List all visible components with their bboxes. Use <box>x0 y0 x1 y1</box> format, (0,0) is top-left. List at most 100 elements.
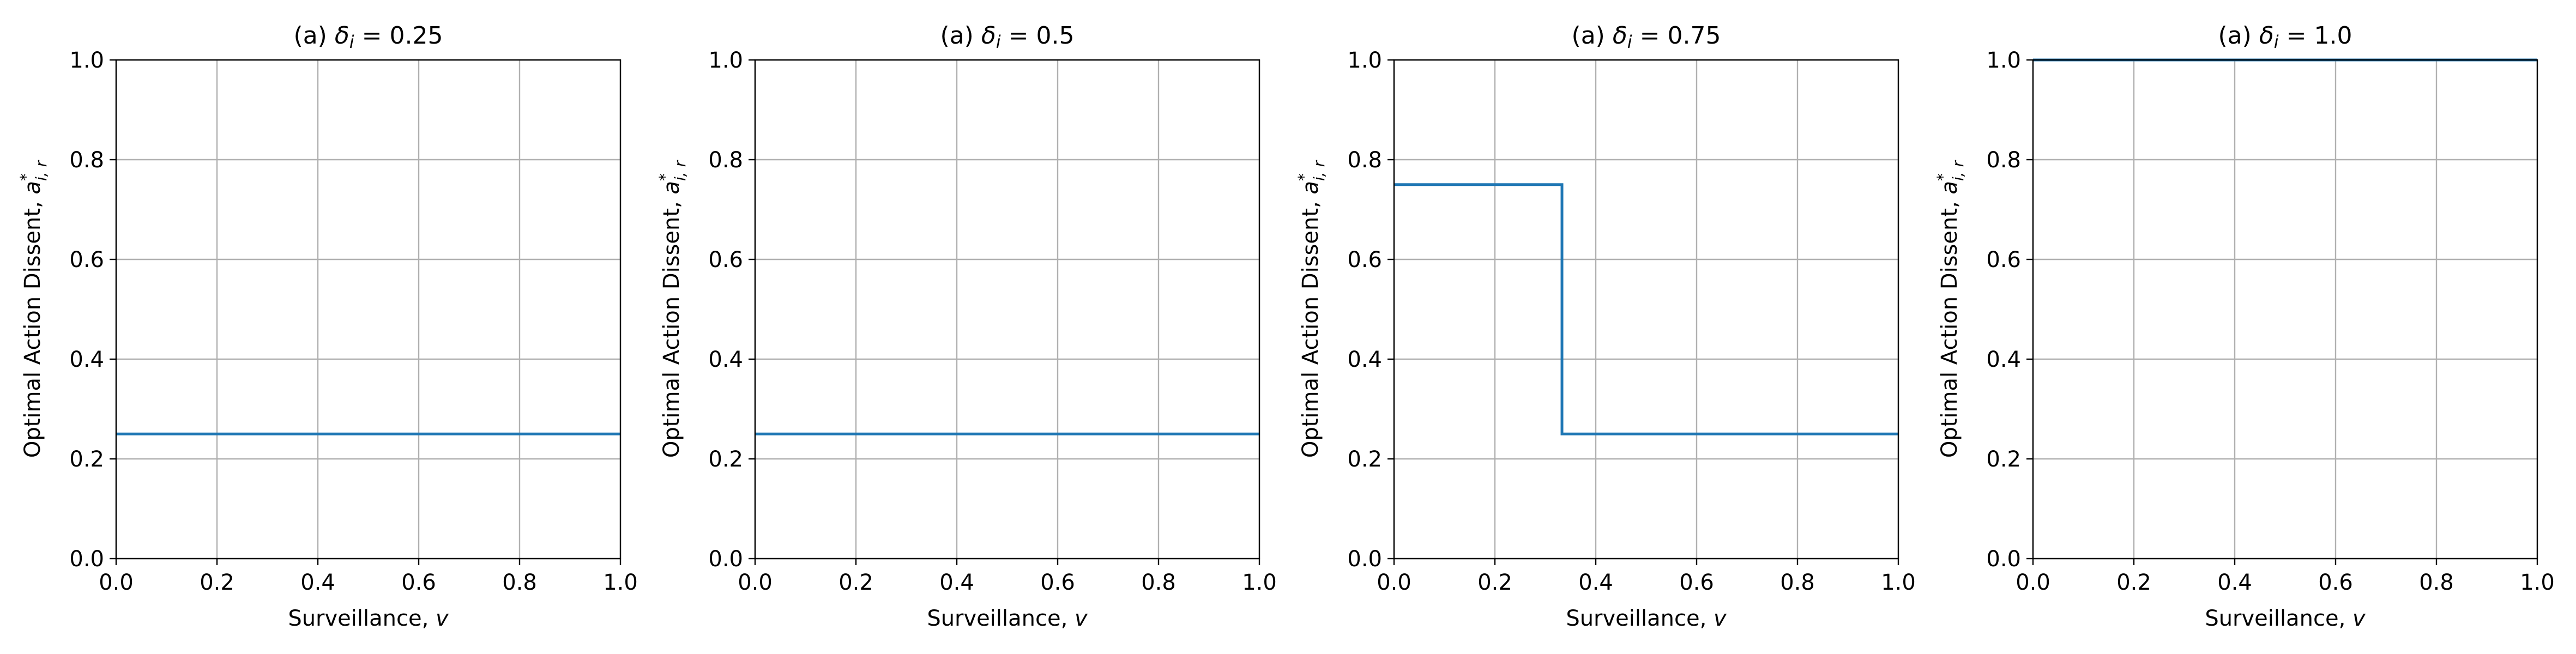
series-line <box>1394 183 1898 435</box>
y-tick-label: 0.4 <box>708 347 743 372</box>
y-tick-label: 1.0 <box>1986 48 2021 73</box>
title-prefix: (a) <box>294 22 335 50</box>
grid-lines <box>754 59 1260 560</box>
x-axis-label-text: Surveillance, <box>1566 606 1714 631</box>
plot-frame <box>2032 59 2538 560</box>
y-axis-label-text: Optimal Action Dissent, <box>1298 194 1323 458</box>
y-axis-label: Optimal Action Dissent, a*i, r <box>1295 160 1328 458</box>
grid-lines <box>115 59 622 560</box>
y-tick-label: 0.6 <box>1986 247 2021 272</box>
y-axis-label-text: Optimal Action Dissent, <box>659 194 684 458</box>
y-axis-label-sup: * <box>656 173 674 181</box>
x-tick-label: 1.0 <box>603 570 638 595</box>
grid-lines <box>1393 59 1899 560</box>
x-tick-label: 0.0 <box>99 570 134 595</box>
y-tick-label: 0.8 <box>708 148 743 173</box>
x-tick-label: 0.8 <box>2419 570 2454 595</box>
x-tick-label: 1.0 <box>2520 570 2555 595</box>
y-axis-label-var: a <box>1937 181 1962 195</box>
y-tick-label: 0.2 <box>1986 447 2021 472</box>
y-tick-label: 0.6 <box>69 247 104 272</box>
x-axis-label-var: v <box>2352 606 2366 631</box>
y-tick-label: 0.0 <box>1347 547 1382 572</box>
title-symbol: δ <box>335 22 349 50</box>
x-tick-label: 0.2 <box>200 570 234 595</box>
x-tick-label: 1.0 <box>1242 570 1277 595</box>
title-subscript: i <box>1627 32 1632 52</box>
y-axis-label-sup: * <box>1295 173 1313 181</box>
x-axis-label-var: v <box>1714 606 1727 631</box>
y-tick-label: 0.8 <box>1986 148 2021 173</box>
chart-panel-2: (a) δi = 0.5 0.0 0.2 0.4 0.6 0.8 1.0 0.0 0.2 0.4 0… <box>656 22 1277 631</box>
x-tick-label: 0.2 <box>838 570 873 595</box>
x-tick-label: 0.8 <box>1780 570 1815 595</box>
x-tick-label: 0.6 <box>401 570 436 595</box>
plot-frame <box>1393 59 1899 560</box>
title-prefix: (a) <box>2218 22 2259 50</box>
y-tick-label: 0.2 <box>1347 447 1382 472</box>
x-axis-label-text: Surveillance, <box>288 606 436 631</box>
plot-frame <box>754 59 1260 560</box>
y-tick-label: 1.0 <box>708 48 743 73</box>
y-axis-label-sub: i, r <box>32 160 50 181</box>
title-prefix: (a) <box>940 22 981 50</box>
y-tick-label: 0.6 <box>1347 247 1382 272</box>
y-tick-label: 0.8 <box>1347 148 1382 173</box>
x-tick-label: 0.0 <box>2016 570 2050 595</box>
y-tick-label: 0.2 <box>708 447 743 472</box>
x-tick-label: 0.6 <box>1040 570 1075 595</box>
y-axis-label: Optimal Action Dissent, a*i, r <box>656 160 689 458</box>
y-axis-label-sub: i, r <box>1949 160 1967 181</box>
chart-panel-3: (a) δi = 0.75 0.0 0.2 0.4 0.6 0.8 1.0 0.0 0.2 0.4… <box>1295 22 1916 631</box>
x-axis-label-var: v <box>436 606 449 631</box>
title-symbol: δ <box>2259 22 2274 50</box>
chart-title: (a) δi = 1.0 <box>2218 22 2352 52</box>
y-tick-label: 0.2 <box>69 447 104 472</box>
y-tick-label: 0.4 <box>1986 347 2021 372</box>
x-tick-label: 0.2 <box>2116 570 2151 595</box>
y-tick-label: 0.0 <box>69 547 104 572</box>
y-axis-label-var: a <box>1298 181 1323 195</box>
x-axis-label: Surveillance, v <box>1566 606 1727 631</box>
chart-panel-4: (a) δi = 1.0 0.0 0.2 0.4 0.6 0.8 1.0 0.0 0.2 0.4 0… <box>1934 22 2555 631</box>
x-tick-label: 0.8 <box>1141 570 1176 595</box>
y-tick-label: 0.0 <box>1986 547 2021 572</box>
title-value: = 0.75 <box>1632 22 1721 50</box>
title-value: = 0.5 <box>1001 22 1075 50</box>
title-symbol: δ <box>1613 22 1627 50</box>
x-tick-label: 0.0 <box>1377 570 1411 595</box>
y-tick-label: 0.4 <box>69 347 104 372</box>
y-axis-label-sup: * <box>17 173 35 181</box>
y-axis-label: Optimal Action Dissent, a*i, r <box>17 160 50 458</box>
x-tick-label: 0.4 <box>939 570 974 595</box>
title-symbol: δ <box>981 22 996 50</box>
y-tick-label: 0.0 <box>708 547 743 572</box>
y-tick-label: 1.0 <box>69 48 104 73</box>
x-axis-label-text: Surveillance, <box>2205 606 2352 631</box>
x-tick-label: 0.4 <box>2217 570 2252 595</box>
y-tick-label: 0.8 <box>69 148 104 173</box>
x-tick-label: 0.6 <box>2318 570 2353 595</box>
x-tick-label: 0.6 <box>1679 570 1714 595</box>
y-tick-label: 0.4 <box>1347 347 1382 372</box>
x-axis-label: Surveillance, v <box>288 606 449 631</box>
title-subscript: i <box>996 32 1001 52</box>
title-subscript: i <box>349 32 354 52</box>
y-axis-label-text: Optimal Action Dissent, <box>1937 194 1962 458</box>
y-axis-label: Optimal Action Dissent, a*i, r <box>1934 160 1967 458</box>
chart-title: (a) δi = 0.25 <box>294 22 443 52</box>
grid-lines <box>2032 59 2538 560</box>
y-axis-label-text: Optimal Action Dissent, <box>20 194 45 458</box>
title-value: = 0.25 <box>354 22 443 50</box>
x-axis-label-var: v <box>1075 606 1088 631</box>
y-axis-label-var: a <box>659 181 684 195</box>
plot-frame <box>115 59 622 560</box>
y-tick-label: 1.0 <box>1347 48 1382 73</box>
x-axis-label: Surveillance, v <box>2205 606 2366 631</box>
x-tick-label: 0.8 <box>502 570 537 595</box>
x-tick-label: 0.0 <box>738 570 773 595</box>
y-axis-label-sub: i, r <box>1310 160 1328 181</box>
x-axis-label: Surveillance, v <box>927 606 1088 631</box>
title-value: = 1.0 <box>2279 22 2352 50</box>
